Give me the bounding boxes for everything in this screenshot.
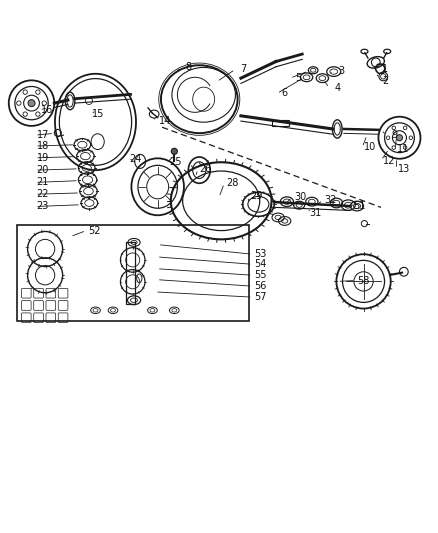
- Text: 52: 52: [88, 225, 100, 236]
- Text: 58: 58: [357, 276, 370, 286]
- Text: 53: 53: [254, 249, 267, 259]
- Bar: [272, 120, 289, 126]
- Text: 57: 57: [254, 292, 267, 302]
- Text: 10: 10: [364, 142, 376, 152]
- Text: 30: 30: [294, 192, 306, 203]
- Text: 29: 29: [250, 191, 262, 201]
- Text: 7: 7: [240, 64, 246, 75]
- Bar: [126, 243, 135, 304]
- Circle shape: [396, 135, 403, 141]
- Text: 31: 31: [309, 208, 321, 218]
- Text: 25: 25: [169, 157, 181, 167]
- Text: 28: 28: [226, 178, 238, 188]
- Text: 4: 4: [334, 83, 340, 93]
- Text: 56: 56: [254, 281, 267, 291]
- Text: 14: 14: [159, 116, 171, 126]
- Text: 2: 2: [382, 76, 389, 86]
- Text: 26: 26: [200, 164, 212, 174]
- Text: 54: 54: [254, 260, 267, 269]
- Text: 24: 24: [130, 154, 142, 164]
- Text: 8: 8: [185, 62, 191, 72]
- Text: 20: 20: [37, 165, 49, 175]
- Text: 19: 19: [37, 153, 49, 163]
- Text: 13: 13: [398, 164, 410, 174]
- Text: 3: 3: [339, 66, 345, 76]
- Text: 21: 21: [37, 177, 49, 188]
- Text: 16: 16: [41, 104, 53, 115]
- Text: 9: 9: [391, 130, 397, 140]
- Text: 15: 15: [92, 109, 105, 119]
- Text: 32: 32: [325, 195, 337, 205]
- Text: 23: 23: [37, 201, 49, 212]
- Text: 18: 18: [37, 141, 49, 151]
- Text: 17: 17: [37, 130, 49, 140]
- Text: 51: 51: [353, 201, 365, 211]
- Circle shape: [171, 148, 177, 155]
- Text: 12: 12: [383, 156, 395, 166]
- Text: 22: 22: [37, 189, 49, 199]
- Text: 6: 6: [282, 88, 288, 99]
- Text: 5: 5: [295, 73, 301, 83]
- Text: 1: 1: [382, 63, 389, 74]
- Text: 11: 11: [397, 144, 409, 154]
- Text: 55: 55: [254, 270, 267, 280]
- Bar: [17, 225, 249, 321]
- Circle shape: [28, 100, 35, 107]
